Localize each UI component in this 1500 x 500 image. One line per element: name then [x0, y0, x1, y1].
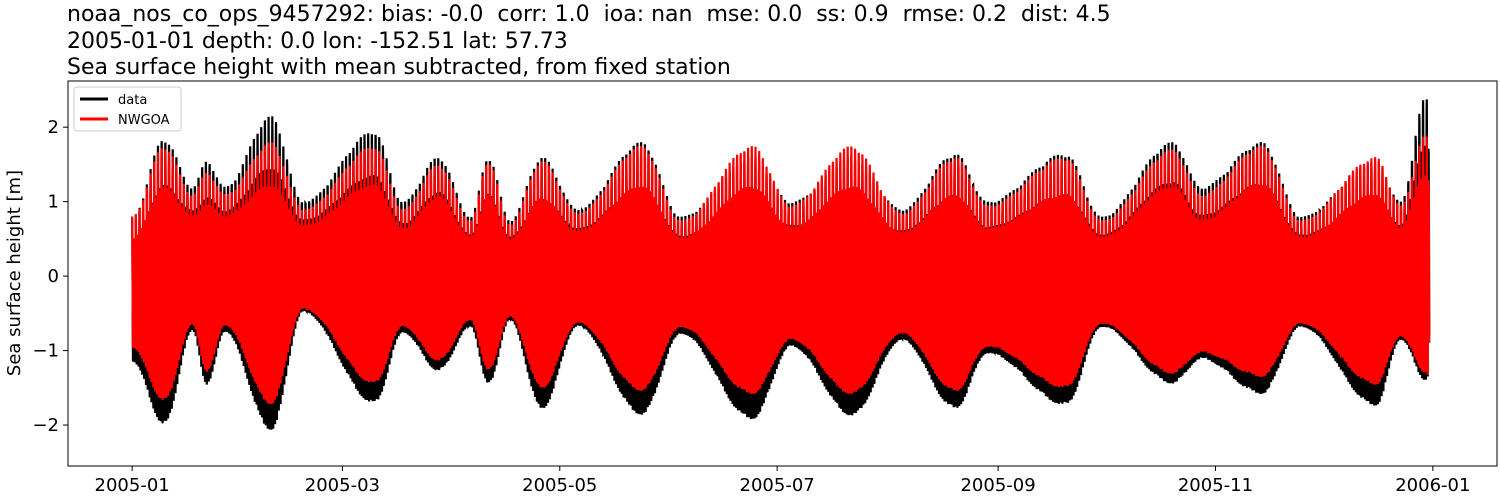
x-tick-label: 2006-01: [1395, 475, 1470, 496]
y-axis-label: Sea surface height [m]: [4, 170, 25, 376]
y-tick-label: −1: [32, 341, 59, 362]
legend-label-data: data: [118, 93, 147, 108]
series-line-nwgoa: [131, 136, 1431, 405]
legend-label-nwgoa: NWGOA: [118, 113, 170, 128]
y-tick-label: 1: [48, 192, 59, 213]
x-tick-label: 2005-07: [740, 475, 815, 496]
x-tick-label: 2005-11: [1178, 475, 1253, 496]
chart-title-line-1: noaa_nos_co_ops_9457292: bias: -0.0 corr…: [67, 2, 1111, 27]
legend: data NWGOA: [73, 86, 182, 132]
y-tick-label: 2: [48, 117, 59, 138]
x-tick-label: 2005-09: [960, 475, 1035, 496]
x-tick-label: 2005-03: [305, 475, 380, 496]
x-tick-label: 2005-05: [522, 475, 597, 496]
y-tick-label: −2: [32, 415, 59, 436]
x-tick-label: 2005-01: [95, 475, 170, 496]
y-tick-label: 0: [48, 266, 59, 287]
plot-frame: [67, 80, 1498, 467]
chart-title-line-2: 2005-01-01 depth: 0.0 lon: -152.51 lat: …: [67, 29, 568, 54]
chart-title-line-3: Sea surface height with mean subtracted,…: [67, 55, 731, 80]
